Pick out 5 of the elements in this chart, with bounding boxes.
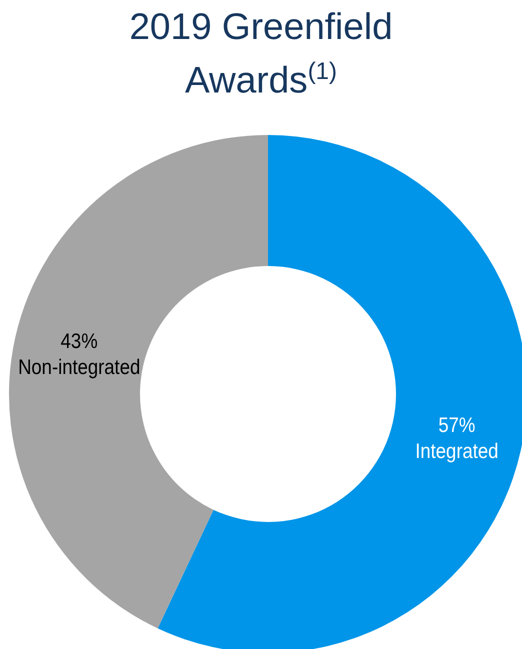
data-label: 43% <box>60 330 98 354</box>
slice-label: Integrated <box>415 440 498 464</box>
chart-title: 2019 Greenfield Awards$^{(1)}$ <box>128 5 394 102</box>
data-label: 57% <box>438 414 476 438</box>
slice-label: Non-integrated <box>18 356 140 380</box>
